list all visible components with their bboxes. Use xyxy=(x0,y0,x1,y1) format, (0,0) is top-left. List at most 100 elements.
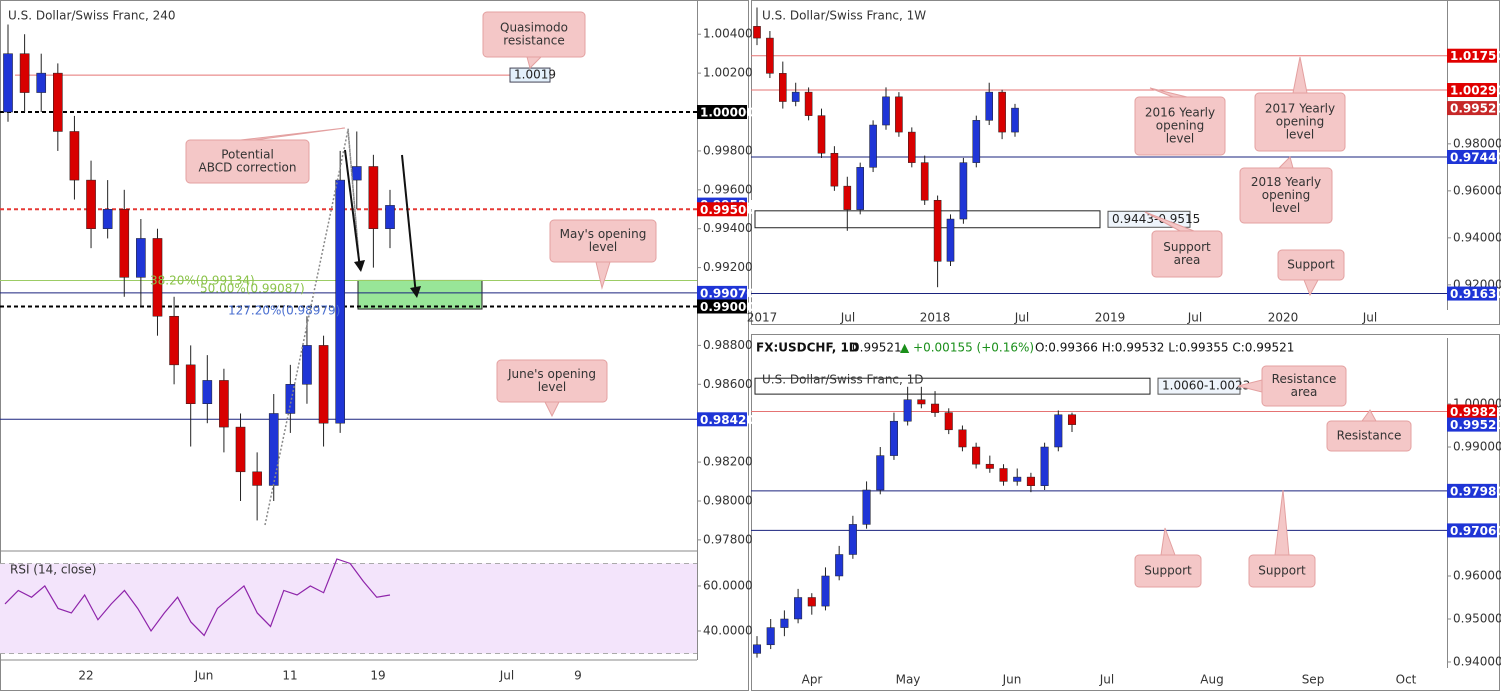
price-label: 0.99521 xyxy=(1450,102,1501,116)
x-tick-label: Jul xyxy=(499,669,514,683)
zone-label: 0.9443-0.9515 xyxy=(1112,212,1200,226)
candle-body xyxy=(903,399,912,422)
x-tick-label: Apr xyxy=(802,673,823,687)
zone-label: 1.0060-1.0023 xyxy=(1162,379,1250,393)
arrow xyxy=(344,149,361,269)
candle-body xyxy=(779,73,787,102)
callout-text: level xyxy=(1286,128,1315,142)
x-tick-label: Jul xyxy=(1099,673,1114,687)
rsi-band xyxy=(0,563,697,654)
x-tick-label: 9 xyxy=(574,669,582,683)
price-label-box xyxy=(697,299,747,314)
candle-body xyxy=(807,597,816,607)
callout-text: Quasimodo xyxy=(500,21,568,35)
callout-box xyxy=(549,219,657,263)
y-tick-label: 0.99800 xyxy=(703,143,753,157)
y-tick-label: 0.96000 xyxy=(1453,568,1501,582)
candle-body xyxy=(972,446,981,465)
panel-title: U.S. Dollar/Swiss Franc, 1D xyxy=(762,373,924,387)
candle-body xyxy=(1011,107,1019,133)
callout-box xyxy=(1134,96,1226,156)
y-tick-label: 0.98200 xyxy=(703,455,753,469)
callout-box xyxy=(1254,92,1346,152)
candle-body xyxy=(335,179,345,424)
arrow-head xyxy=(354,260,365,272)
fib-label: 38.20%(0.99134) xyxy=(150,274,255,288)
candle-body xyxy=(817,115,826,154)
candle-body xyxy=(385,205,395,229)
price-label: 0.99521 xyxy=(1450,418,1501,432)
candle-body xyxy=(53,72,63,132)
x-tick-label: 2020 xyxy=(1268,311,1299,325)
callout-box xyxy=(1248,554,1316,588)
candle-body xyxy=(985,91,993,121)
symbol: FX:USDCHF, 1D xyxy=(756,341,859,355)
candle-body xyxy=(119,209,130,278)
candle-body xyxy=(944,412,953,431)
price-label-box xyxy=(697,105,747,120)
candle-body xyxy=(351,166,362,181)
price-label-box xyxy=(1447,48,1497,63)
x-tick-label: Sep xyxy=(1302,673,1325,687)
candle-body xyxy=(285,384,296,414)
x-tick-label: Jun xyxy=(194,669,214,683)
callout-box xyxy=(1261,365,1347,407)
abcd-path xyxy=(264,127,361,526)
callout-text: level xyxy=(1272,201,1301,215)
price-label-box xyxy=(1447,101,1497,116)
x-tick-label: Jul xyxy=(1362,311,1377,325)
callout-text: Resistance xyxy=(1272,372,1337,386)
callout-text: level xyxy=(538,380,567,394)
y-tick-label: 60.0000 xyxy=(703,578,753,592)
callout-text: June's opening xyxy=(507,367,596,381)
callout-box xyxy=(185,139,310,184)
candle-body xyxy=(753,26,761,39)
y-tick-label: 0.95000 xyxy=(1453,611,1501,625)
panel-frame xyxy=(751,0,1500,325)
x-tick-label: Jul xyxy=(840,311,855,325)
price-label: 1.00000 xyxy=(700,106,755,120)
candle-body xyxy=(752,644,762,654)
candle-body xyxy=(999,468,1008,482)
candle-body xyxy=(835,554,844,577)
y-tick-label: 0.98000 xyxy=(703,493,753,507)
price-label-box xyxy=(1447,483,1497,498)
price-label-box xyxy=(1447,404,1497,419)
candle-body xyxy=(185,364,196,404)
x-tick-label: Jun xyxy=(1002,673,1022,687)
candle-body xyxy=(368,166,379,229)
price-label: 1.00290 xyxy=(1450,84,1501,98)
callout-text: 2016 Yearly xyxy=(1145,106,1215,120)
arrow xyxy=(401,154,417,296)
candle-body xyxy=(69,131,80,181)
callout-box xyxy=(1239,167,1333,224)
callout-text: Resistance xyxy=(1337,429,1402,443)
x-tick-label: 2019 xyxy=(1095,311,1126,325)
candle-body xyxy=(958,429,967,448)
candle-body xyxy=(876,455,885,491)
x-tick-label: 2017 xyxy=(747,311,778,325)
callout-box xyxy=(1134,554,1202,588)
price-label: 0.97980 xyxy=(1450,484,1501,498)
candle-body xyxy=(931,403,940,413)
x-tick-label: May xyxy=(896,673,921,687)
x-tick-label: 19 xyxy=(370,669,385,683)
candle-body xyxy=(318,345,329,424)
callout-text: May's opening xyxy=(560,227,647,241)
callout-text: 2018 Yearly xyxy=(1251,175,1321,189)
candle-body xyxy=(1067,414,1077,425)
callout-text: Support xyxy=(1163,240,1211,254)
candle-body xyxy=(1013,476,1022,482)
callout-box xyxy=(496,359,608,403)
candle-body xyxy=(804,91,813,116)
y-tick-label: 0.99600 xyxy=(703,182,753,196)
x-tick-label: Aug xyxy=(1200,673,1223,687)
y-tick-label: 0.98800 xyxy=(703,338,753,352)
price-label: 0.91630 xyxy=(1450,287,1501,301)
price-label: 0.98420 xyxy=(700,413,755,427)
candle-body xyxy=(794,597,803,620)
callout-text: area xyxy=(1291,385,1318,399)
price-label: 0.99500 xyxy=(700,203,755,217)
price-label: 1.01750 xyxy=(1450,49,1501,63)
